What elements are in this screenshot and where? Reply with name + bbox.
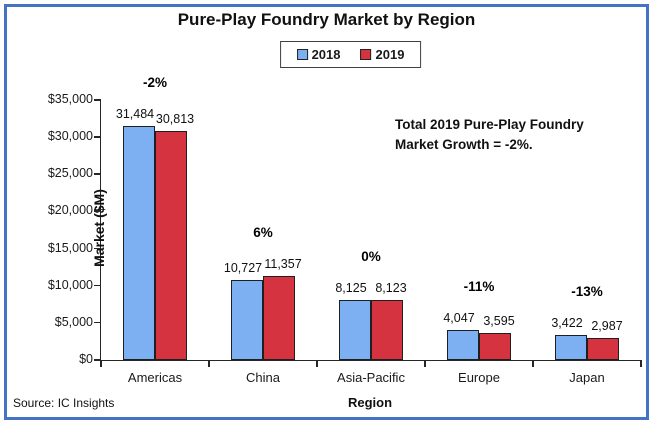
- bar-value-label-2018: 31,484: [115, 107, 155, 122]
- legend-item-2018: 2018: [296, 47, 341, 62]
- y-tick-label: $35,000: [47, 92, 93, 106]
- y-tick-label: $30,000: [47, 129, 93, 144]
- annotation-line2: Market Growth = -2%.: [395, 137, 533, 153]
- y-tick-mark: [94, 359, 101, 361]
- x-category-label: China: [246, 370, 280, 385]
- legend-label-2018: 2018: [311, 47, 341, 62]
- y-tick-label: $20,000: [47, 203, 93, 218]
- legend-swatch-2018-icon: [296, 49, 308, 60]
- bar-value-label-2019: 8,123: [375, 280, 407, 295]
- bar-2018: [555, 334, 587, 360]
- legend-label-2019: 2019: [375, 47, 405, 62]
- legend-item-2019: 2019: [360, 47, 405, 62]
- bar-value-label-2018: 4,047: [443, 310, 475, 325]
- bar-value-label-2018: 8,125: [335, 280, 367, 295]
- legend: 2018 2019: [279, 41, 422, 68]
- bar-2018: [231, 280, 263, 360]
- y-tick-mark: [94, 173, 101, 175]
- x-axis-title: Region: [347, 395, 393, 410]
- x-tick-mark: [208, 360, 210, 367]
- growth-label: 0%: [361, 248, 381, 264]
- y-tick-label: $10,000: [47, 277, 93, 292]
- y-tick-mark: [94, 321, 101, 324]
- bar-2018: [447, 329, 479, 360]
- growth-label: 6%: [253, 224, 273, 240]
- bar-2018: [339, 299, 371, 360]
- y-tick-mark: [94, 247, 101, 250]
- bar-value-label-2019: 11,357: [264, 256, 302, 271]
- x-category-label: Europe: [458, 370, 500, 385]
- bar-value-label-2018: 10,727: [223, 261, 263, 276]
- y-tick-mark: [94, 99, 101, 101]
- growth-label: -2%: [142, 75, 168, 91]
- y-tick-label: $15,000: [47, 240, 93, 255]
- x-tick-mark: [100, 360, 102, 367]
- bar-2019: [371, 299, 403, 360]
- bar-2019: [587, 337, 619, 360]
- y-tick-mark: [94, 136, 101, 138]
- x-category-label: Americas: [127, 370, 183, 385]
- bar-2019: [263, 275, 295, 360]
- y-tick-label: $5,000: [54, 314, 93, 329]
- bar-2019: [479, 333, 511, 360]
- bar-value-label-2019: 3,595: [483, 314, 515, 329]
- bar-2019: [155, 131, 187, 360]
- y-tick-label: $0: [79, 352, 93, 366]
- x-tick-mark: [316, 360, 318, 367]
- annotation-line1: Total 2019 Pure-Play Foundry: [395, 117, 584, 132]
- x-category-label: Asia-Pacific: [337, 370, 405, 385]
- growth-label: -13%: [571, 283, 603, 299]
- y-tick-mark: [94, 210, 101, 212]
- legend-swatch-2019-icon: [360, 49, 372, 60]
- x-tick-mark: [532, 360, 534, 367]
- x-category-label: Japan: [569, 370, 605, 385]
- bar-value-label-2018: 3,422: [551, 315, 583, 330]
- x-tick-mark: [424, 360, 426, 367]
- plot-area: Market ($M) $0 $5,000 $10,000 $15,000 $20,00…: [48, 75, 642, 385]
- y-tick-label: $25,000: [47, 166, 93, 181]
- bar-2018: [123, 126, 155, 360]
- chart-title: Pure-Play Foundry Market by Region: [177, 10, 476, 29]
- bar-value-label-2019: 30,813: [155, 112, 195, 127]
- x-tick-mark: [640, 360, 642, 367]
- y-tick-mark: [94, 284, 101, 287]
- source-note: Source: IC Insights: [13, 396, 115, 410]
- annotation: Total 2019 Pure-Play Foundry Market Grow…: [395, 115, 584, 156]
- chart-frame: Pure-Play Foundry Market by Region 2018 …: [4, 4, 649, 420]
- bar-value-label-2019: 2,987: [591, 318, 623, 333]
- growth-label: -11%: [463, 278, 495, 294]
